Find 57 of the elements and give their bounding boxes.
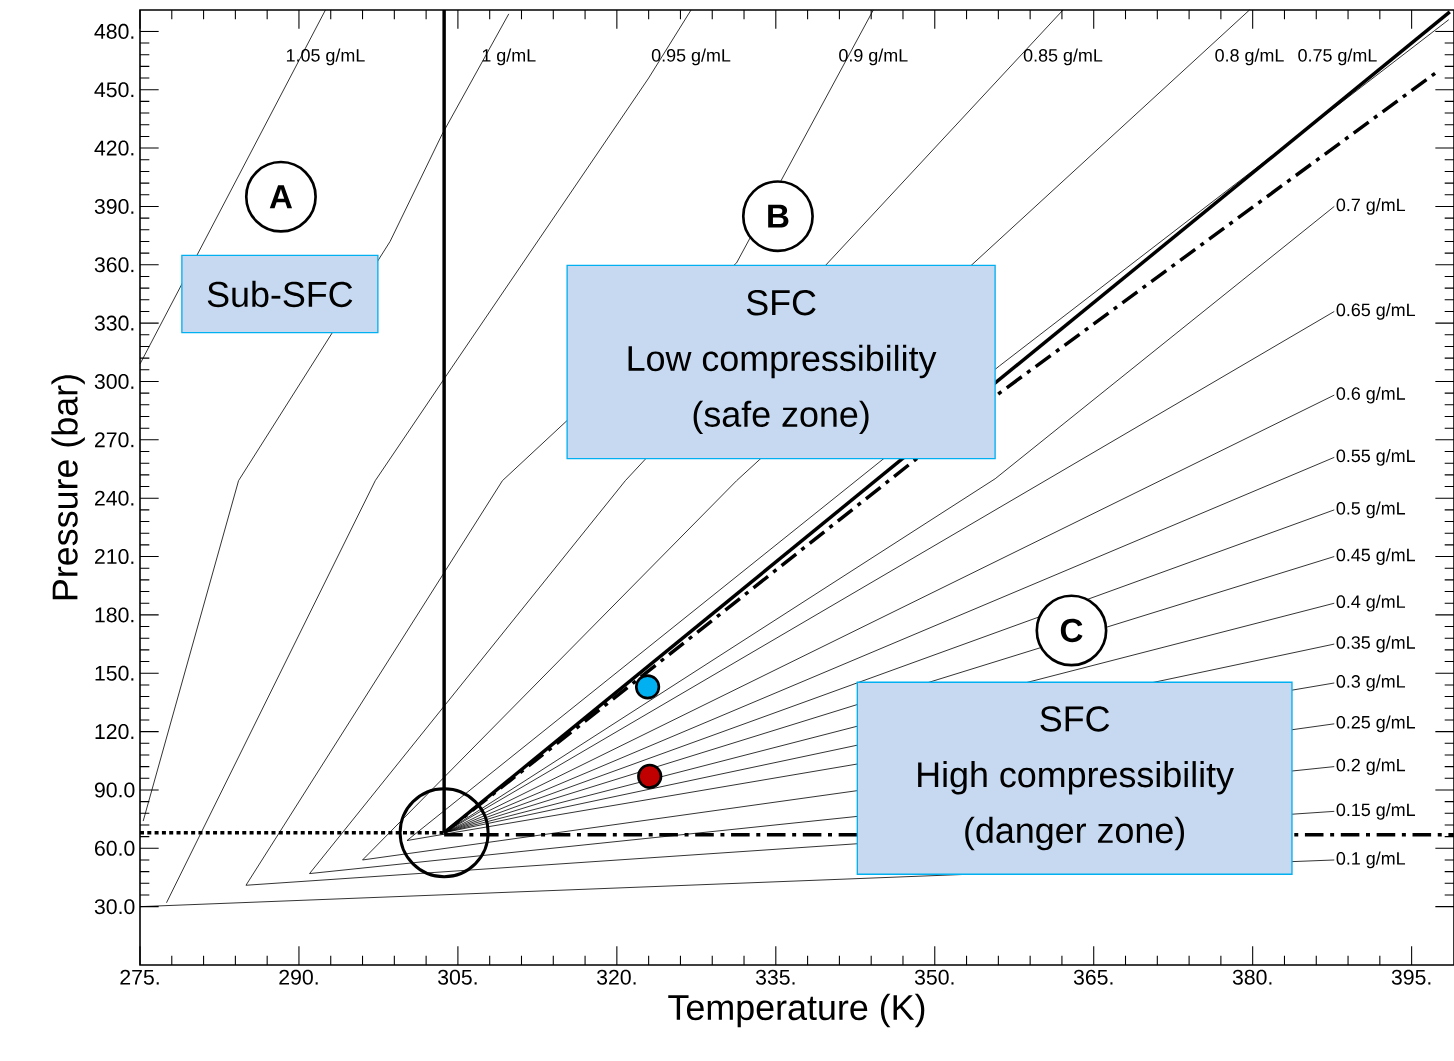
y-tick-label: 30.0: [94, 899, 135, 915]
legend-label: 0.2 g/mL: [1336, 758, 1406, 775]
annotation: C: [1060, 618, 1083, 643]
annotation: A: [269, 185, 293, 209]
legend-label: 0.25 g/mL: [1336, 715, 1415, 733]
y-tick-label: 420.: [94, 140, 134, 156]
y-axis-title: Pressure (bar): [51, 375, 85, 600]
y-tick-label: 240.: [95, 490, 134, 506]
y-tick-label: 450.: [94, 82, 134, 98]
annotation: B: [768, 204, 789, 228]
legend-label: 0.1 g/mL: [1336, 851, 1406, 869]
legend-label: 0.3 g/mL: [1336, 674, 1406, 692]
y-tick-label: 60.0: [95, 840, 135, 856]
y-tick-label: 150.: [95, 665, 134, 681]
series-label: 0.9 g/mL: [839, 48, 908, 66]
x-tick-label: 320.: [596, 969, 636, 985]
series-label: 1 g/mL: [482, 48, 536, 66]
annotation: SFC: [1040, 706, 1110, 732]
legend-label: 0.35 g/mL: [1336, 635, 1415, 653]
x-tick-label: 350.: [914, 969, 954, 985]
annotation: SFC: [746, 290, 816, 316]
y-tick-label: 360.: [94, 257, 134, 273]
y-tick-label: 390.: [94, 198, 134, 214]
annotation: Low compressibility: [628, 344, 937, 379]
y-tick-label: 330.: [94, 315, 134, 331]
x-tick-label: 290.: [279, 969, 318, 985]
y-tick-label: 270.: [95, 432, 134, 448]
x-axis-title: Temperature (K): [668, 993, 925, 1028]
x-tick-label: 305.: [438, 969, 477, 985]
series-label: 0.75 g/mL: [1298, 48, 1377, 66]
y-tick-label: 90.0: [94, 782, 135, 798]
x-tick-label: 335.: [755, 969, 795, 985]
series-label: 0.85 g/mL: [1023, 48, 1103, 66]
annotation: (safe zone): [693, 400, 869, 435]
annotation: (danger zone): [965, 816, 1185, 851]
legend-label: 0.7 g/mL: [1336, 198, 1406, 215]
x-tick-label: 275.: [120, 969, 159, 985]
y-tick-label: 180.: [95, 607, 134, 623]
y-tick-label: 210.: [95, 549, 134, 565]
x-tick-label: 395.: [1391, 969, 1431, 985]
y-tick-label: 480.: [94, 23, 134, 39]
legend-label: 0.6 g/mL: [1336, 386, 1406, 404]
series-label: 1.05 g/mL: [286, 48, 365, 66]
legend-label: 0.5 g/mL: [1336, 501, 1406, 519]
annotation: High compressibility: [918, 761, 1234, 795]
annotation: Sub-SFC: [207, 280, 353, 308]
y-tick-label: 120.: [95, 724, 134, 740]
legend-label: 0.65 g/mL: [1336, 303, 1415, 320]
legend-label: 0.55 g/mL: [1336, 448, 1415, 466]
legend-label: 0.45 g/mL: [1336, 548, 1415, 565]
legend-label: 0.4 g/mL: [1336, 594, 1406, 612]
x-tick-label: 365.: [1073, 969, 1113, 985]
y-tick-label: 300.: [94, 373, 134, 390]
series-label: 0.8 g/mL: [1215, 48, 1284, 66]
legend-label: 0.15 g/mL: [1336, 802, 1415, 820]
x-tick-label: 380.: [1232, 969, 1272, 985]
series-label: 0.95 g/mL: [651, 48, 731, 66]
